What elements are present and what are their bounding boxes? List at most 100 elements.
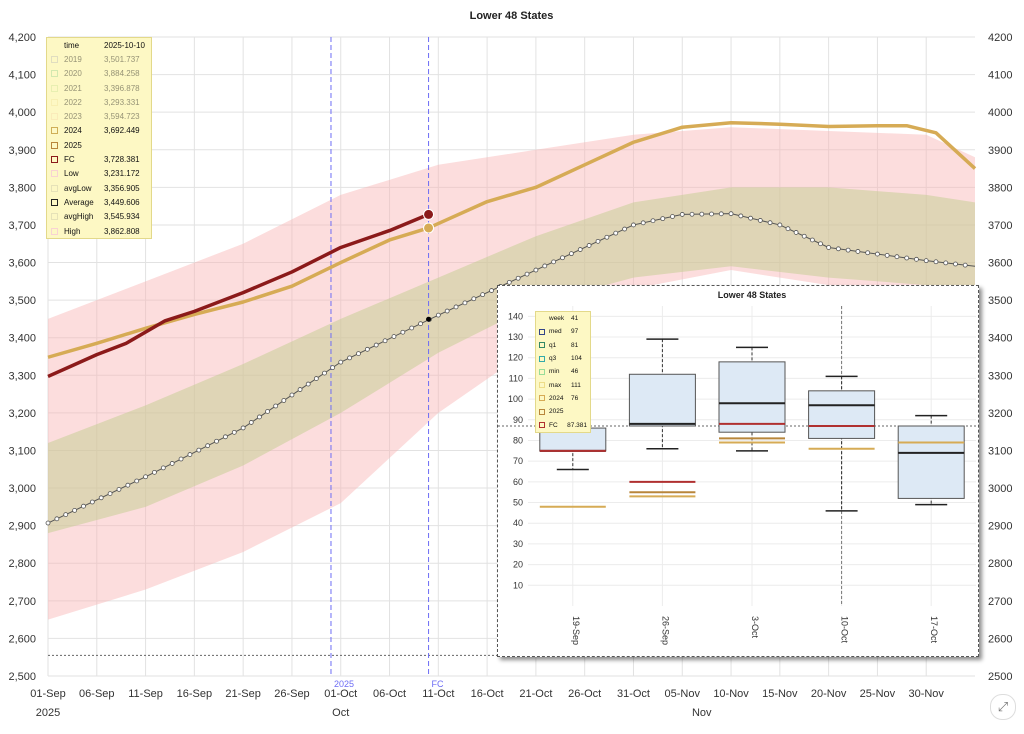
legend-item[interactable]: 2024 76 bbox=[536, 392, 590, 405]
average-point bbox=[943, 260, 949, 266]
legend-item[interactable]: 2022 3,293.331 bbox=[47, 95, 151, 109]
inset-y-tick: 40 bbox=[513, 518, 523, 528]
inset-y-tick: 30 bbox=[513, 539, 523, 549]
legend-item[interactable]: q1 81 bbox=[536, 339, 590, 352]
average-point bbox=[533, 267, 539, 273]
legend-item-name: 2023 bbox=[64, 112, 82, 122]
legend-item-value: 3,449.606 bbox=[104, 197, 140, 207]
legend-item[interactable]: avgLow 3,356.905 bbox=[47, 181, 151, 195]
average-point bbox=[330, 365, 336, 371]
legend-item-value: 111 bbox=[571, 381, 581, 389]
legend-swatch bbox=[51, 127, 58, 135]
x-secondary-label: Nov bbox=[692, 707, 712, 719]
legend-swatch bbox=[51, 227, 58, 235]
average-point bbox=[631, 222, 636, 228]
y-tick-right: 4000 bbox=[988, 107, 1012, 119]
legend-item[interactable]: FC 87.381 bbox=[536, 418, 590, 431]
average-point bbox=[214, 438, 219, 444]
average-point bbox=[884, 252, 890, 258]
legend-item[interactable]: High 3,862.808 bbox=[47, 224, 151, 238]
y-tick-right: 4200 bbox=[988, 32, 1012, 44]
legend-item[interactable]: min 46 bbox=[536, 365, 590, 378]
legend-item[interactable]: 2019 3,501.737 bbox=[47, 52, 151, 66]
average-point bbox=[409, 325, 415, 331]
average-point bbox=[338, 359, 344, 365]
legend-item-value: 3,594.723 bbox=[104, 112, 140, 122]
y-tick-right: 2900 bbox=[988, 521, 1012, 533]
inset-y-tick: 110 bbox=[509, 373, 523, 383]
legend-item-name: 2025 bbox=[549, 408, 564, 416]
average-point bbox=[196, 447, 202, 453]
marker-label: 2025 bbox=[334, 679, 354, 689]
average-point bbox=[809, 237, 815, 243]
legend-swatch bbox=[51, 198, 58, 206]
legend-item-value: 3,728.381 bbox=[104, 155, 140, 165]
legend-item[interactable]: 2020 3,884.258 bbox=[47, 67, 151, 81]
legend-item[interactable]: 2025 bbox=[536, 405, 590, 418]
legend-item[interactable]: Average 3,449.606 bbox=[47, 195, 151, 209]
legend-swatch bbox=[539, 328, 545, 335]
average-point bbox=[45, 520, 51, 526]
legend-swatch bbox=[51, 170, 58, 178]
average-point bbox=[767, 220, 773, 226]
legend-item[interactable]: max 111 bbox=[536, 378, 590, 391]
average-point bbox=[231, 429, 237, 435]
legend-item-name: 2024 bbox=[64, 126, 82, 136]
y-tick-right: 2500 bbox=[988, 671, 1012, 683]
legend-item-value: 3,692.449 bbox=[104, 126, 140, 136]
legend-swatch bbox=[539, 342, 545, 349]
average-point bbox=[586, 243, 592, 248]
average-point bbox=[462, 300, 468, 306]
legend-item[interactable]: 2021 3,396.878 bbox=[47, 81, 151, 95]
y-tick-left: 2,900 bbox=[8, 521, 36, 533]
marker-label: FC bbox=[432, 679, 444, 689]
y-tick-left: 3,300 bbox=[8, 370, 36, 382]
average-point bbox=[322, 370, 327, 376]
average-point bbox=[347, 355, 353, 361]
average-point bbox=[160, 465, 166, 471]
average-point bbox=[738, 213, 744, 219]
legend-swatch bbox=[539, 355, 545, 362]
legend-item[interactable]: 2023 3,594.723 bbox=[47, 109, 151, 123]
inset-x-tick: 19-Sep bbox=[571, 616, 581, 645]
legend-item[interactable]: 2025 bbox=[47, 138, 151, 152]
legend-item[interactable]: med 97 bbox=[536, 325, 590, 338]
box-iqr bbox=[628, 373, 696, 427]
average-point bbox=[748, 215, 753, 221]
legend-item-value: 3,231.172 bbox=[104, 169, 140, 179]
legend-item[interactable]: avgHigh 3,545.934 bbox=[47, 210, 151, 224]
legend-item-name: 2025 bbox=[64, 140, 82, 150]
average-point bbox=[845, 247, 851, 253]
legend-item[interactable]: FC 3,728.381 bbox=[47, 152, 151, 166]
inset-y-tick: 20 bbox=[513, 560, 523, 570]
inset-y-tick: 120 bbox=[508, 353, 523, 363]
average-point bbox=[143, 474, 148, 480]
average-point bbox=[81, 503, 86, 509]
average-point bbox=[373, 342, 379, 348]
average-point bbox=[265, 409, 270, 414]
average-point bbox=[875, 251, 880, 257]
legend-item[interactable]: 2024 3,692.449 bbox=[47, 124, 151, 138]
x-tick-label: 01-Oct bbox=[324, 688, 357, 700]
legend-header-value: 41 bbox=[571, 315, 579, 323]
average-point bbox=[281, 398, 287, 403]
legend-item[interactable]: q3 104 bbox=[536, 352, 590, 365]
legend-item-name: 2019 bbox=[64, 54, 82, 64]
average-point bbox=[125, 482, 131, 488]
legend-item-name: max bbox=[549, 381, 562, 389]
average-point bbox=[757, 218, 763, 223]
average-point bbox=[577, 247, 583, 252]
inset-y-tick: 80 bbox=[513, 435, 523, 445]
legend-swatch bbox=[539, 422, 545, 429]
y-tick-left: 4,100 bbox=[8, 70, 36, 82]
average-point bbox=[650, 218, 656, 224]
inset-x-tick: 17-Oct bbox=[929, 616, 939, 644]
average-point bbox=[289, 392, 295, 398]
legend-header-name: week bbox=[549, 315, 565, 323]
inset-legend: week 41 med 97 q1 81 q3 104 min 46 max 111 2024 76 202… bbox=[535, 311, 591, 433]
expand-icon[interactable]: ⤢ bbox=[990, 694, 1016, 720]
average-point bbox=[223, 434, 228, 440]
y-tick-right: 3900 bbox=[988, 145, 1012, 157]
legend-item-value: 3,396.878 bbox=[104, 83, 140, 93]
legend-item[interactable]: Low 3,231.172 bbox=[47, 167, 151, 181]
